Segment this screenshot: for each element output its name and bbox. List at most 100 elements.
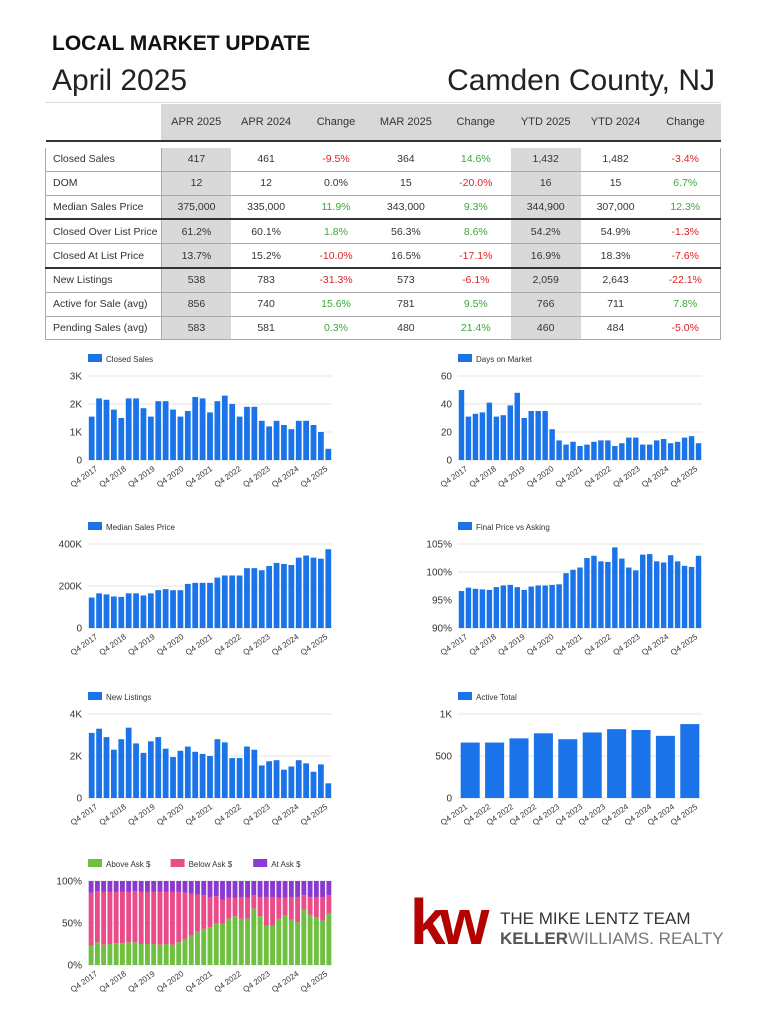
stacked-bar-segment [251,895,257,909]
bar [598,561,604,628]
stacked-bar-segment [170,944,175,965]
y-tick-label: 0 [446,794,452,805]
x-tick-label: Q4 2022 [583,464,614,489]
stacked-bar-segment [220,923,225,965]
bar [325,448,332,460]
table-row: DOM 12 12 0.0% 15 -20.0% 16 15 6.7% [45,171,721,196]
value-cell: 13.7% [161,243,232,269]
stacked-bar-segment [151,881,157,892]
y-tick-label: 100% [56,877,82,888]
value-cell: 1,432 [510,148,581,172]
bar [96,398,102,460]
stacked-bar-segment [157,891,163,945]
team-name: THE MIKE LENTZ TEAM [500,909,691,928]
stacked-bar-segment [151,944,157,965]
bar [118,418,125,460]
bar [207,582,213,628]
change-cell: 14.6% [440,148,511,172]
stacked-bar-segment [195,881,200,895]
value-cell: 581 [231,316,302,341]
x-tick-label: Q4 2018 [98,632,129,657]
stacked-bar-segment [307,896,313,915]
x-tick-label: Q4 2022 [213,464,244,489]
bar [155,590,162,628]
x-tick-label: Q4 2024 [270,969,301,994]
keller-williams-logo: kw THE MIKE LENTZ TEAM KELLERWILLIAMS. R… [410,886,730,958]
value-cell: 461 [231,148,302,172]
bar [170,757,176,798]
stacked-bar-segment [257,896,263,917]
bar [236,416,243,460]
value-cell: 18.3% [580,243,651,269]
value-cell: 343,000 [370,195,441,221]
x-tick-label: Q4 2017 [439,632,470,657]
stacked-bar-segment [113,943,119,965]
bar [192,582,199,628]
value-cell: 307,000 [580,195,651,221]
change-cell: 12.3% [650,195,721,221]
value-cell: 16 [510,171,581,196]
bar [221,742,228,798]
stacked-bar-segment [101,881,107,892]
change-cell: -22.1% [650,267,721,293]
legend-swatch [170,859,185,867]
x-tick-label: Q4 2021 [184,464,215,489]
stacked-bar-segment [101,944,107,965]
header-divider [45,102,721,103]
stacked-bar-segment [126,891,132,943]
bar [325,549,332,628]
stacked-bar-segment [163,881,169,892]
y-tick-label: 3K [70,372,83,383]
stacked-bar-segment [288,881,294,897]
x-tick-label: Q4 2022 [583,632,614,657]
legend-label: Below Ask $ [189,860,233,869]
change-cell: -31.3% [301,267,371,293]
stacked-bar-segment [276,918,282,965]
stacked-bar-segment [245,918,250,965]
legend-label: Above Ask $ [106,860,151,869]
bar [244,406,250,460]
bar [549,584,555,628]
x-tick-label: Q4 2022 [213,969,244,994]
value-cell: 484 [580,316,651,341]
bar [521,589,527,628]
bar [88,732,95,798]
value-cell: 16.5% [370,243,441,269]
change-cell: 9.3% [440,195,511,221]
x-tick-label: Q4 2021 [554,464,585,489]
x-tick-label: Q4 2022 [213,632,244,657]
x-tick-label: Q4 2019 [126,464,157,489]
y-tick-label: 40 [441,400,453,411]
bar [103,399,110,460]
bar [140,595,147,628]
bar [584,444,590,460]
stacked-bar-segment [270,925,276,965]
stacked-bar-segment [144,881,150,892]
bar [458,390,465,460]
change-cell: -3.4% [650,148,721,172]
value-cell: 711 [580,292,651,317]
report-month: April 2025 [52,64,188,97]
bar [626,437,632,460]
bar [207,412,213,460]
y-tick-label: 4K [70,710,83,721]
stacked-bar-segment [163,944,169,965]
bar [460,742,480,798]
stacked-bar-segment [263,896,269,926]
stacked-bar-segment [188,893,194,936]
x-tick-label: Q4 2021 [554,632,585,657]
value-cell: 364 [370,148,441,172]
brokerage-bold: KELLER [500,929,568,948]
x-tick-label: Q4 2025 [299,802,330,827]
legend-swatch [88,522,102,530]
change-cell: 8.6% [440,219,511,245]
bar [229,575,236,628]
change-cell: -5.0% [650,316,721,341]
stacked-bar-segment [320,896,326,921]
value-cell: 417 [161,148,232,172]
bar [493,587,500,628]
x-tick-label: Q4 2023 [611,464,642,489]
x-tick-label: Q4 2020 [525,464,556,489]
stacked-bar-segment [188,881,194,894]
